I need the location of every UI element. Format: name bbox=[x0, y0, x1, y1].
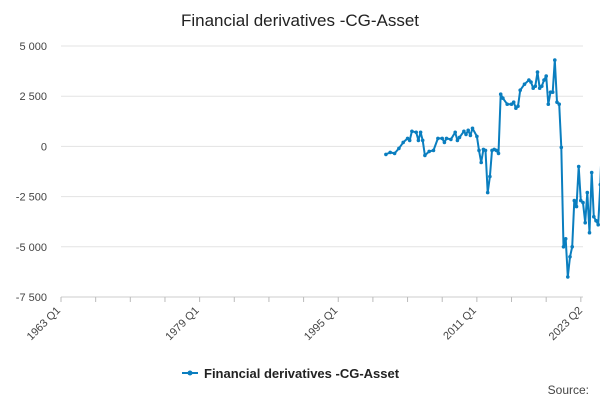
data-point[interactable] bbox=[397, 146, 401, 151]
data-point[interactable] bbox=[576, 164, 581, 169]
data-point[interactable] bbox=[570, 245, 574, 249]
data-point[interactable] bbox=[388, 150, 393, 155]
legend-label: Financial derivatives -CG-Asset bbox=[204, 366, 400, 381]
x-tick-label: 1963 Q1 bbox=[25, 305, 63, 343]
data-point[interactable] bbox=[557, 102, 561, 106]
data-point[interactable] bbox=[466, 128, 471, 133]
data-point[interactable] bbox=[511, 100, 516, 104]
data-point[interactable] bbox=[462, 129, 466, 134]
data-point[interactable] bbox=[407, 138, 412, 143]
x-tick-label: 2023 Q2 bbox=[547, 305, 585, 343]
y-tick-label: -2 500 bbox=[16, 192, 47, 204]
data-point[interactable] bbox=[566, 275, 570, 279]
data-point[interactable] bbox=[596, 222, 600, 227]
y-tick-label: 5 000 bbox=[19, 41, 47, 53]
data-point[interactable] bbox=[546, 102, 551, 106]
x-axis bbox=[60, 296, 583, 302]
data-point[interactable] bbox=[496, 151, 501, 156]
data-point[interactable] bbox=[392, 151, 397, 156]
data-point[interactable] bbox=[440, 136, 445, 141]
data-point[interactable] bbox=[420, 138, 425, 143]
data-point[interactable] bbox=[401, 140, 406, 145]
data-point[interactable] bbox=[470, 126, 475, 131]
data-point[interactable] bbox=[589, 170, 594, 175]
x-axis-labels: 1963 Q1 1979 Q1 1995 Q1 2011 Q1 2023 Q2 bbox=[25, 305, 585, 343]
data-point[interactable] bbox=[427, 149, 432, 154]
data-point[interactable] bbox=[479, 160, 484, 165]
data-point[interactable] bbox=[444, 136, 449, 141]
data-point[interactable] bbox=[418, 130, 423, 135]
data-point[interactable] bbox=[533, 84, 538, 88]
data-point[interactable] bbox=[559, 145, 564, 150]
data-point[interactable] bbox=[572, 198, 577, 203]
y-tick-label: -7 500 bbox=[16, 292, 47, 304]
data-point[interactable] bbox=[410, 129, 414, 134]
data-point[interactable] bbox=[485, 190, 490, 195]
source-label: Source: bbox=[548, 383, 589, 397]
data-point[interactable] bbox=[518, 88, 522, 92]
legend[interactable]: Financial derivatives -CG-Asset bbox=[182, 366, 400, 381]
y-axis: 5 000 2 500 0 -2 500 -5 000 -7 500 bbox=[16, 41, 47, 304]
data-point[interactable] bbox=[494, 148, 499, 153]
series-group bbox=[384, 58, 600, 279]
data-point[interactable] bbox=[468, 133, 473, 138]
data-point[interactable] bbox=[561, 245, 566, 249]
y-tick-label: -5 000 bbox=[16, 242, 47, 254]
data-point[interactable] bbox=[585, 190, 590, 195]
data-point[interactable] bbox=[542, 78, 546, 82]
data-point[interactable] bbox=[581, 200, 585, 205]
data-point[interactable] bbox=[544, 74, 548, 78]
x-tick-label: 1979 Q1 bbox=[163, 305, 201, 343]
data-point[interactable] bbox=[477, 148, 481, 153]
data-point[interactable] bbox=[457, 135, 462, 140]
x-tick-label: 2011 Q1 bbox=[441, 305, 479, 343]
data-point[interactable] bbox=[594, 218, 598, 223]
chart-title: Financial derivatives -CG-Asset bbox=[181, 11, 419, 30]
series-line bbox=[385, 59, 600, 278]
data-point[interactable] bbox=[583, 220, 587, 225]
data-point[interactable] bbox=[423, 153, 427, 158]
x-tick-label: 1995 Q1 bbox=[302, 305, 340, 343]
data-point[interactable] bbox=[540, 84, 544, 88]
grid bbox=[61, 45, 583, 248]
y-tick-label: 2 500 bbox=[19, 91, 47, 103]
data-point[interactable] bbox=[436, 136, 440, 141]
data-point[interactable] bbox=[568, 254, 572, 259]
data-point[interactable] bbox=[449, 137, 453, 142]
data-point[interactable] bbox=[574, 204, 579, 209]
data-point[interactable] bbox=[516, 104, 520, 108]
y-tick-label: 0 bbox=[41, 141, 47, 153]
data-point[interactable] bbox=[522, 82, 527, 86]
data-point[interactable] bbox=[455, 138, 460, 143]
data-point[interactable] bbox=[431, 148, 436, 153]
data-point[interactable] bbox=[488, 174, 492, 179]
data-point[interactable] bbox=[563, 237, 568, 241]
data-point[interactable] bbox=[587, 230, 592, 235]
data-point[interactable] bbox=[475, 134, 479, 139]
data-point[interactable] bbox=[464, 132, 468, 137]
data-point[interactable] bbox=[550, 90, 555, 94]
data-point[interactable] bbox=[498, 92, 503, 96]
legend-marker-dot bbox=[187, 370, 193, 376]
data-point[interactable] bbox=[501, 96, 505, 100]
data-point[interactable] bbox=[592, 214, 596, 219]
data-point[interactable] bbox=[416, 138, 421, 143]
data-point[interactable] bbox=[553, 58, 557, 62]
data-point[interactable] bbox=[505, 102, 510, 106]
data-point[interactable] bbox=[453, 130, 458, 135]
data-point[interactable] bbox=[483, 148, 488, 153]
data-point[interactable] bbox=[529, 80, 533, 84]
data-point[interactable] bbox=[384, 152, 388, 157]
data-point[interactable] bbox=[442, 140, 447, 145]
data-point[interactable] bbox=[414, 130, 419, 135]
data-point[interactable] bbox=[535, 70, 540, 74]
